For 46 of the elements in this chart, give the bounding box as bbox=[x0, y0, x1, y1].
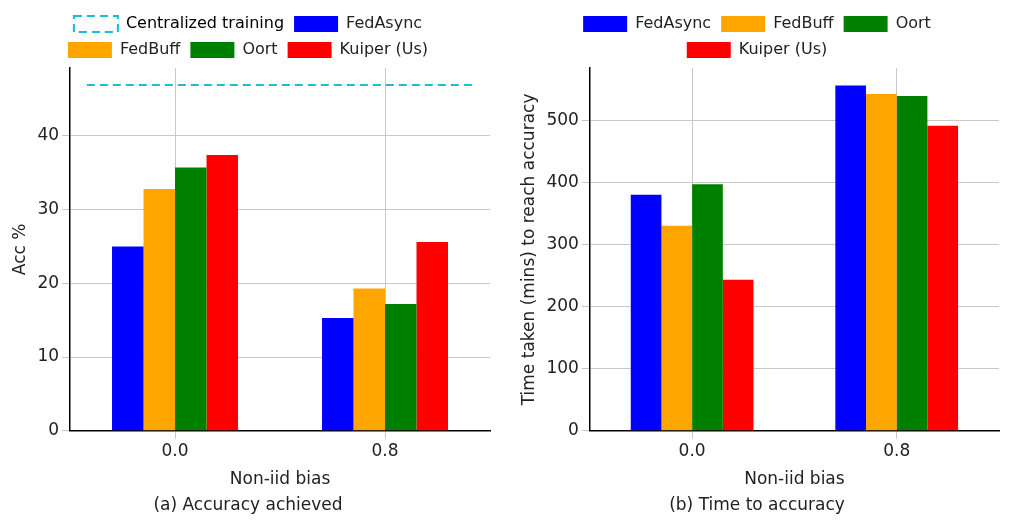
bar bbox=[206, 155, 239, 431]
y-tick-label: 20 bbox=[37, 271, 60, 292]
x-tick-label: 0.8 bbox=[371, 440, 399, 461]
legend-label: FedAsync bbox=[346, 13, 423, 33]
bar bbox=[143, 188, 176, 431]
legend-label: Oort bbox=[242, 39, 278, 59]
legend-label: FedAsync bbox=[635, 13, 712, 33]
y-tick-label: 400 bbox=[546, 170, 579, 191]
x-tick-label: 0.0 bbox=[678, 440, 706, 461]
y-tick-label: 500 bbox=[546, 108, 579, 129]
y-tick-label: 200 bbox=[546, 294, 579, 315]
y-tick-label: 30 bbox=[37, 198, 60, 218]
bar bbox=[722, 279, 754, 431]
y-tick-label: 100 bbox=[546, 357, 579, 378]
x-tick-label: 0.8 bbox=[883, 440, 911, 461]
legend-label: Oort bbox=[895, 13, 931, 33]
y-tick-label: 300 bbox=[546, 232, 579, 253]
bar bbox=[896, 95, 928, 431]
bar bbox=[416, 242, 448, 431]
bar bbox=[661, 225, 693, 431]
y-tick-label: 0 bbox=[568, 419, 579, 440]
y-tick-label: 10 bbox=[37, 345, 60, 366]
bar bbox=[322, 317, 354, 431]
y-tick-label: 0 bbox=[48, 419, 60, 440]
bar bbox=[692, 184, 723, 431]
bar bbox=[112, 246, 144, 431]
legend-label: Centralized training bbox=[125, 13, 285, 33]
bar bbox=[353, 288, 386, 431]
bar bbox=[835, 85, 867, 431]
y-axis-title: Acc % bbox=[8, 223, 29, 276]
legend-label: FedBuff bbox=[119, 39, 182, 59]
legend-label: Kuiper (Us) bbox=[339, 39, 429, 59]
text: (b) Time to accuracy bbox=[669, 494, 845, 515]
bar bbox=[630, 194, 662, 431]
y-axis-title: Time taken (mins) to reach accuracy bbox=[517, 93, 538, 407]
x-axis-title: Non-iid bias bbox=[744, 467, 845, 488]
bar bbox=[385, 303, 417, 431]
bar bbox=[175, 167, 207, 431]
legend-label: FedBuff bbox=[773, 13, 835, 33]
text: (a) Accuracy achieved bbox=[153, 494, 343, 515]
bar bbox=[866, 94, 897, 431]
legend-label: Kuiper (Us) bbox=[738, 39, 828, 59]
x-axis-title: Non-iid bias bbox=[229, 467, 331, 488]
bar bbox=[927, 125, 959, 431]
x-tick-label: 0.0 bbox=[161, 440, 189, 461]
y-tick-label: 40 bbox=[37, 124, 60, 145]
